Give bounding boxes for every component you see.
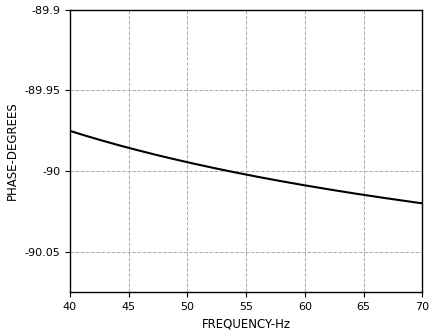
Y-axis label: PHASE-DEGREES: PHASE-DEGREES — [6, 101, 19, 200]
X-axis label: FREQUENCY-Hz: FREQUENCY-Hz — [201, 318, 290, 330]
